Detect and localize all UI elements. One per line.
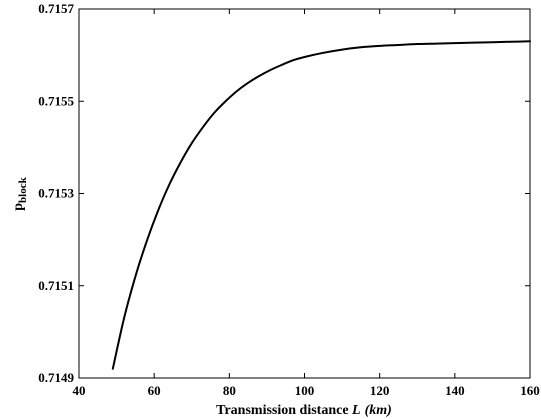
- x-tick-label: 80: [223, 383, 236, 398]
- x-axis-label: Transmission distance L (km): [216, 403, 392, 418]
- x-tick-label: 100: [295, 383, 315, 398]
- x-axis-label-unit: (km): [365, 403, 392, 418]
- x-tick-label: 120: [370, 383, 390, 398]
- x-axis-label-var: L: [351, 403, 361, 418]
- x-tick-label: 40: [73, 383, 86, 398]
- y-tick-label: 0.7153: [38, 186, 74, 201]
- x-tick-label: 160: [520, 383, 540, 398]
- y-axis-label-base: p: [11, 203, 26, 211]
- y-axis-label-sub: block: [17, 176, 29, 203]
- x-tick-label: 140: [445, 383, 465, 398]
- axis-ticks: [78, 8, 531, 379]
- y-tick-label: 0.7151: [38, 278, 74, 293]
- series-line: [111, 40, 531, 370]
- x-axis-label-prefix: Transmission distance: [216, 403, 352, 418]
- plot-area: [78, 8, 531, 379]
- x-tick-label: 60: [148, 383, 161, 398]
- axis-tick-labels: 40 60 80 100 120 140 160 0.7149 0.7151 0.7153 0.71…: [38, 1, 540, 398]
- y-tick-label: 0.7157: [38, 1, 74, 16]
- y-tick-label: 0.7149: [38, 370, 74, 385]
- y-axis-label: pblock: [11, 176, 29, 210]
- y-tick-label: 0.7155: [38, 93, 74, 108]
- series-group: [111, 40, 531, 370]
